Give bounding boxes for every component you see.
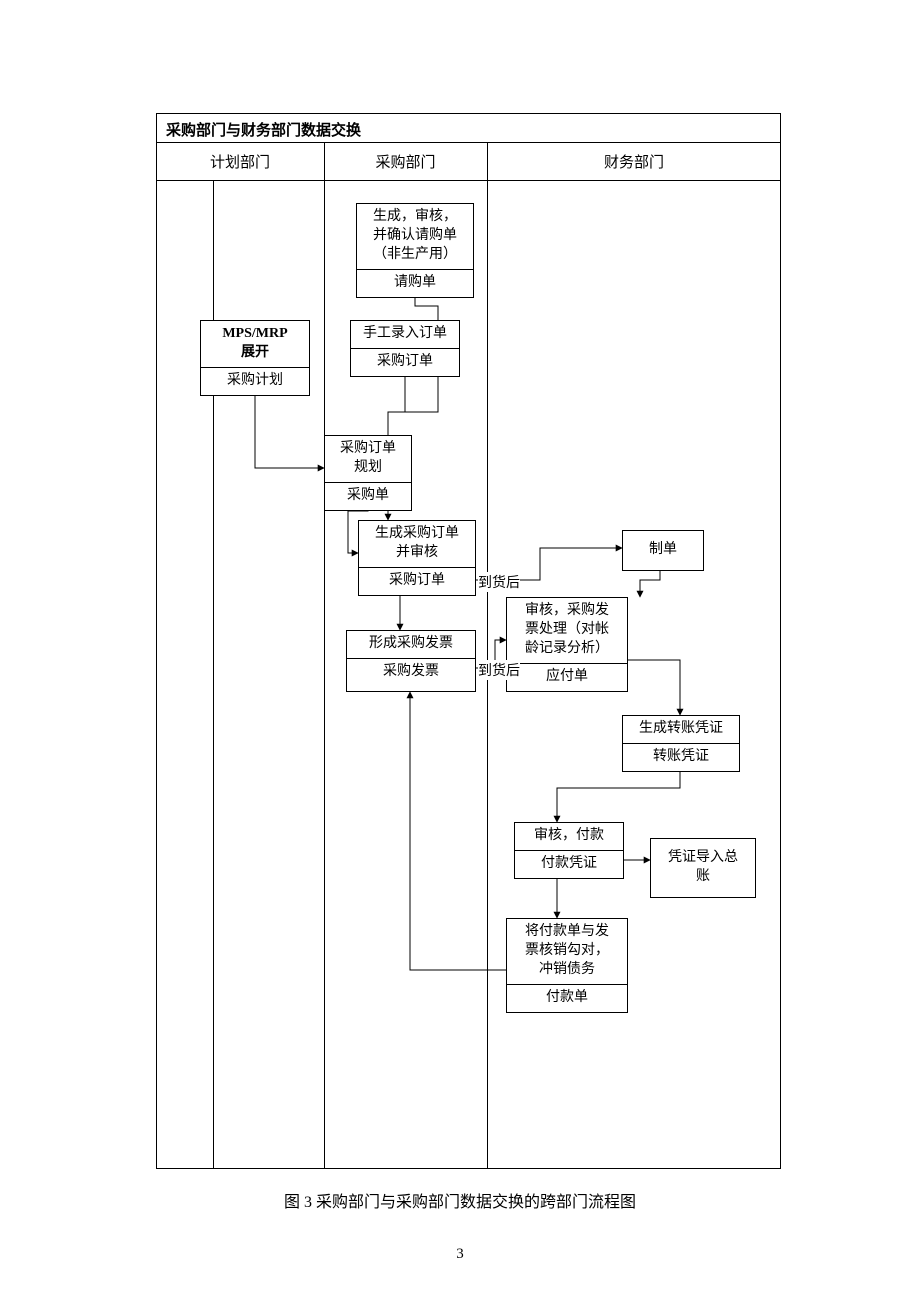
node-requisition: 生成，审核，并确认请购单（非生产用） 请购单 [356, 203, 474, 298]
node-doc: 采购单 [325, 482, 411, 510]
node-manual-order: 手工录入订单 采购订单 [350, 320, 460, 377]
node-doc: 转账凭证 [623, 743, 739, 771]
node-payable: 审核，采购发票处理（对帐龄记录分析） 应付单 [506, 597, 628, 692]
node-writeoff: 将付款单与发票核销勾对，冲销债务 付款单 [506, 918, 628, 1013]
node-text: 凭证导入总账 [651, 839, 755, 897]
node-transfer-voucher: 生成转账凭证 转账凭证 [622, 715, 740, 772]
node-doc: 采购订单 [359, 567, 475, 595]
node-text: 将付款单与发票核销勾对，冲销债务 [507, 919, 627, 984]
node-order-plan: 采购订单规划 采购单 [324, 435, 412, 511]
diagram-title: 采购部门与财务部门数据交换 [156, 113, 781, 143]
node-text: 审核，采购发票处理（对帐龄记录分析） [507, 598, 627, 663]
node-doc: 付款单 [507, 984, 627, 1012]
node-make-doc: 制单 [622, 530, 704, 571]
node-text: 审核，付款 [515, 823, 623, 850]
page: 采购部门与财务部门数据交换 计划部门 采购部门 财务部门 生成，审核，并确认请购… [0, 0, 920, 1302]
lane-divider-2 [487, 143, 488, 1169]
node-text: 采购订单规划 [325, 436, 411, 482]
node-text: 手工录入订单 [351, 321, 459, 348]
node-doc: 采购订单 [351, 348, 459, 376]
edge-label-arrive-1: 到货后 [478, 572, 520, 592]
node-text: 制单 [623, 531, 703, 570]
node-doc: 采购计划 [201, 367, 309, 395]
figure-caption: 图 3 采购部门与采购部门数据交换的跨部门流程图 [0, 1188, 920, 1212]
edge-label-arrive-2: 到货后 [478, 660, 520, 680]
node-doc: 采购发票 [347, 658, 475, 686]
node-text: 生成，审核，并确认请购单（非生产用） [357, 204, 473, 269]
node-doc: 请购单 [357, 269, 473, 297]
node-mps-mrp: MPS/MRP展开 采购计划 [200, 320, 310, 396]
lane-header-finance: 财务部门 [487, 143, 781, 181]
node-text: 生成采购订单并审核 [359, 521, 475, 567]
node-gen-order: 生成采购订单并审核 采购订单 [358, 520, 476, 596]
node-text: MPS/MRP展开 [201, 321, 309, 367]
node-pay: 审核，付款 付款凭证 [514, 822, 624, 879]
node-text: 形成采购发票 [347, 631, 475, 658]
lane-header-plan: 计划部门 [156, 143, 324, 181]
node-import-ledger: 凭证导入总账 [650, 838, 756, 898]
lane-header-purchase: 采购部门 [324, 143, 487, 181]
node-doc: 应付单 [507, 663, 627, 691]
page-number: 3 [0, 1246, 920, 1263]
node-text: 生成转账凭证 [623, 716, 739, 743]
node-invoice: 形成采购发票 采购发票 [346, 630, 476, 692]
lane-divider-1 [324, 143, 325, 1169]
node-doc: 付款凭证 [515, 850, 623, 878]
